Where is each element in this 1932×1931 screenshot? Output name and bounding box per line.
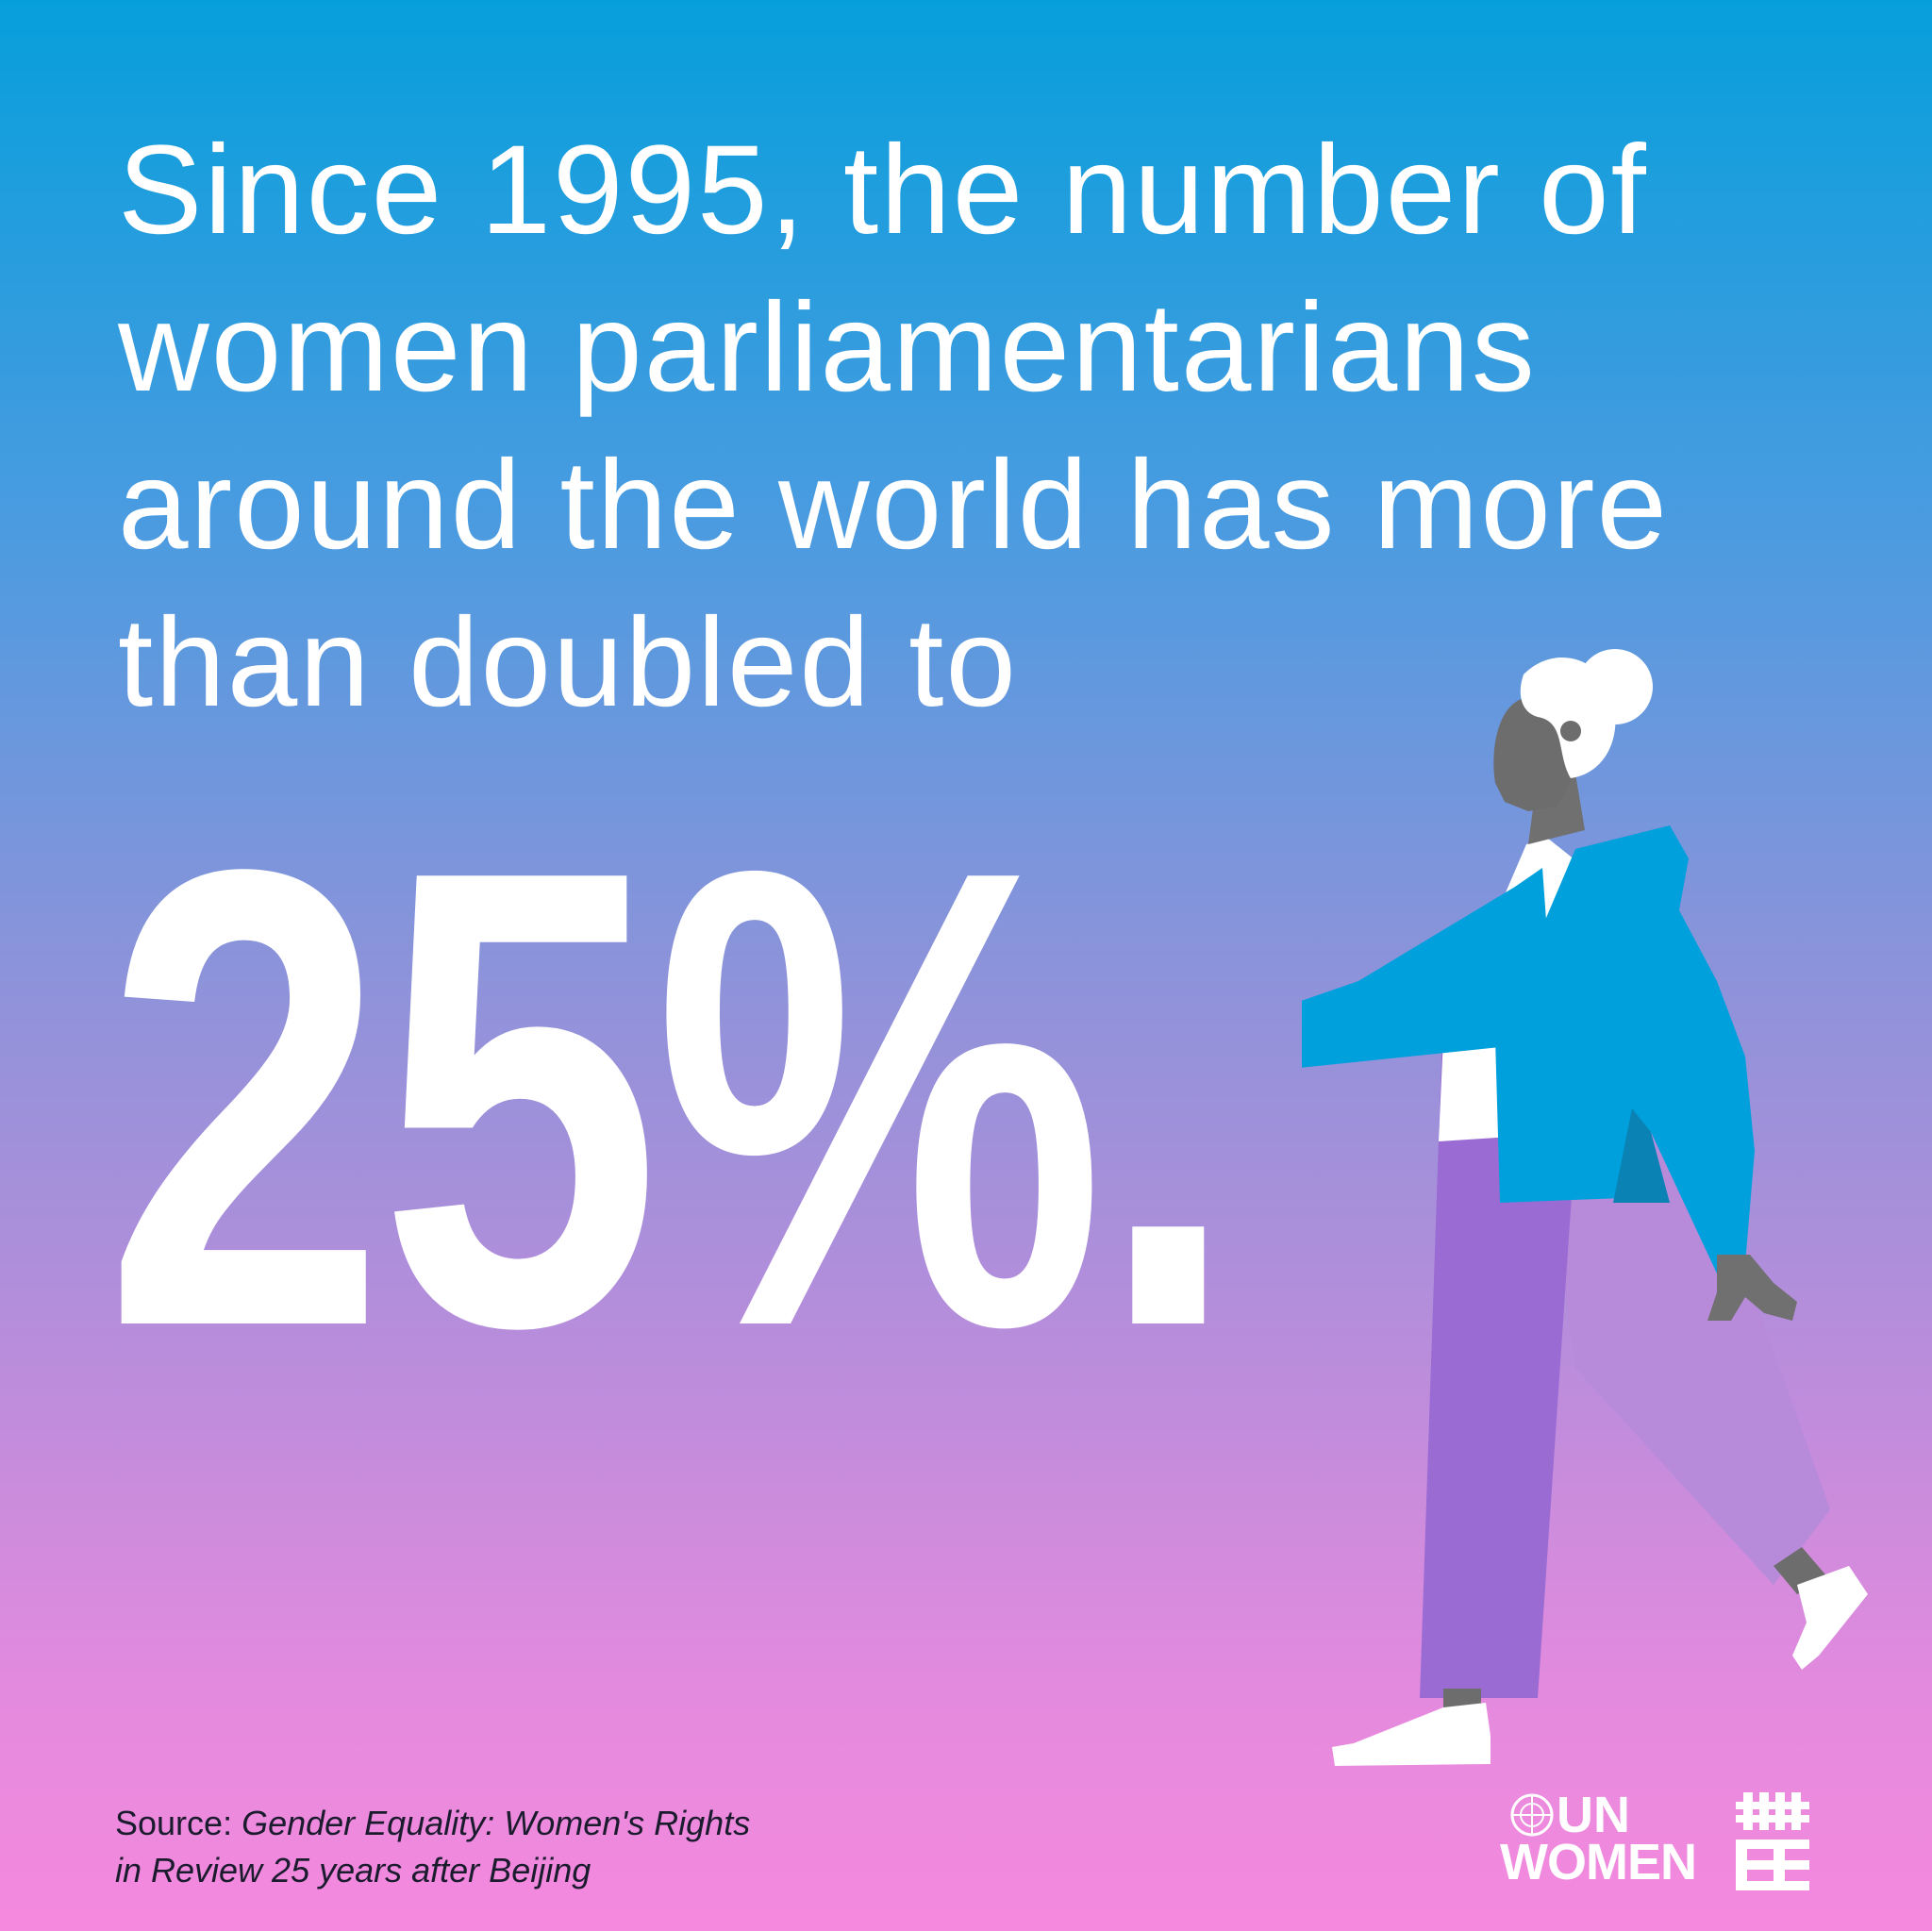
un-women-logo: UN WOMEN (1500, 1787, 1821, 1896)
back-shoe-icon (1792, 1566, 1868, 1670)
source-citation: Source: Gender Equality: Women's Rights … (115, 1800, 750, 1894)
un-emblem-icon (1510, 1793, 1554, 1837)
woman-walking-illustration (1302, 649, 1868, 1766)
logo-text-un: UN (1557, 1787, 1630, 1843)
headline-line-2: women parliamentarians (118, 277, 1537, 418)
headline-line-3: around the world has more (118, 435, 1669, 575)
jacket-shadow (1613, 1108, 1670, 1203)
right-hand-icon (1707, 1255, 1797, 1321)
source-title-line-2: in Review 25 years after Beijing (115, 1851, 591, 1889)
front-shoe-icon (1332, 1703, 1491, 1766)
ear (1560, 721, 1581, 741)
source-title-line-1: Gender Equality: Women's Rights (242, 1804, 751, 1842)
headline-line-4: than doubled to (118, 592, 1018, 733)
logo-text-women: WOMEN (1500, 1834, 1697, 1890)
statistic-value: 25%. (104, 735, 1239, 1462)
hair-bun (1577, 649, 1653, 724)
headline: Since 1995, the number of women parliame… (118, 111, 1816, 741)
source-line-1: Source: Gender Equality: Women's Rights (115, 1800, 750, 1847)
equality-symbol-icon (1736, 1792, 1809, 1890)
jacket-sleeve (1302, 868, 1555, 1068)
jacket-back (1495, 825, 1755, 1273)
source-prefix: Source: (115, 1804, 233, 1842)
headline-line-1: Since 1995, the number of (118, 120, 1648, 260)
